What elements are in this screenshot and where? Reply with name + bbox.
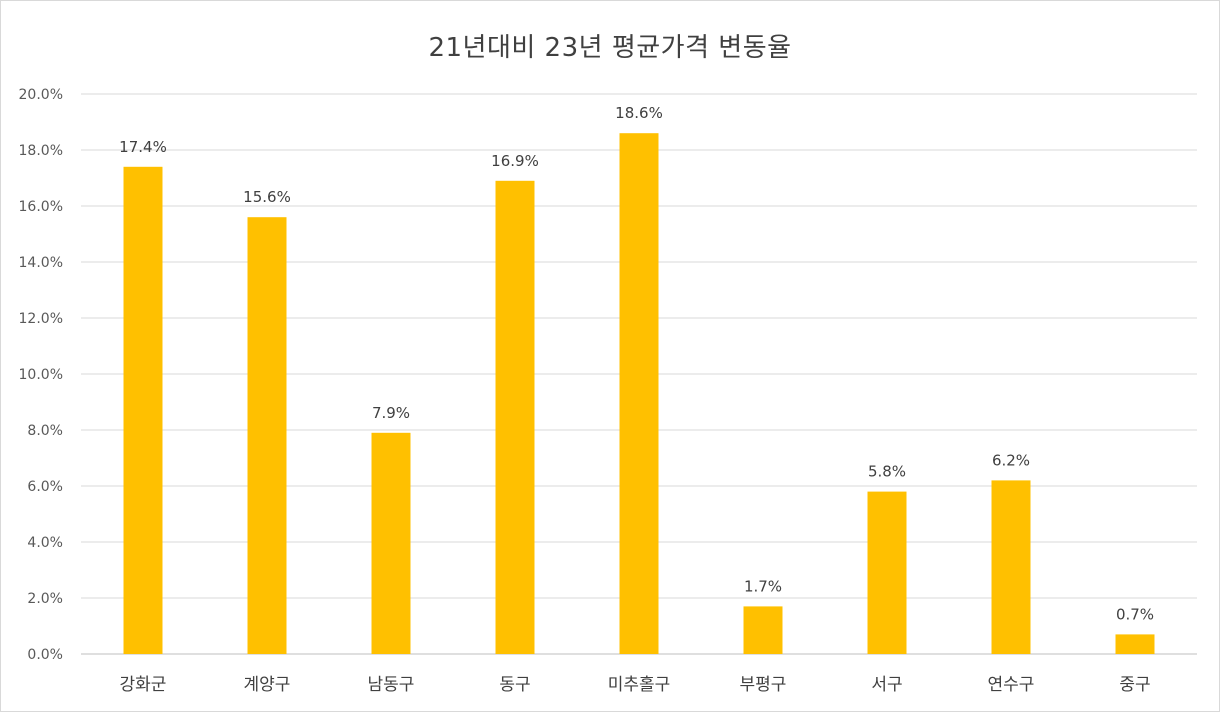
y-tick-label: 2.0% — [27, 591, 63, 607]
bar — [867, 491, 907, 654]
y-tick-label: 14.0% — [19, 255, 63, 271]
x-category-label: 미추홀구 — [608, 675, 671, 695]
y-tick-label: 10.0% — [19, 367, 63, 383]
bar — [1115, 634, 1155, 654]
data-label: 17.4% — [119, 138, 167, 156]
data-label: 18.6% — [615, 104, 663, 122]
labels: 0.0% 2.0% 4.0% 6.0% 8.0% 10.0% 12.0% 14.0% 16.0%… — [19, 87, 1155, 695]
bar — [743, 606, 783, 654]
y-tick-label: 20.0% — [19, 87, 63, 103]
y-tick-label: 12.0% — [19, 311, 63, 327]
bar — [991, 480, 1031, 654]
y-tick-label: 8.0% — [27, 423, 63, 439]
x-category-label: 서구 — [871, 675, 902, 695]
bar — [619, 133, 659, 654]
bars — [123, 133, 1155, 655]
bar — [371, 432, 411, 654]
data-label: 1.7% — [744, 577, 782, 595]
x-category-label: 연수구 — [988, 675, 1035, 695]
bar — [495, 180, 535, 655]
y-tick-label: 16.0% — [19, 199, 63, 215]
bar — [247, 217, 287, 654]
chart-title: 21년대비 23년 평균가격 변동율 — [428, 33, 792, 63]
x-category-label: 부평구 — [740, 675, 787, 695]
data-label: 5.8% — [868, 463, 906, 481]
y-tick-label: 4.0% — [27, 535, 63, 551]
x-category-label: 남동구 — [368, 675, 415, 695]
y-tick-label: 18.0% — [19, 143, 63, 159]
data-label: 15.6% — [243, 188, 291, 206]
data-label: 6.2% — [992, 451, 1030, 469]
y-tick-label: 0.0% — [27, 647, 63, 663]
y-tick-label: 6.0% — [27, 479, 63, 495]
bar — [123, 166, 163, 655]
x-category-label: 계양구 — [244, 675, 291, 695]
x-category-label: 동구 — [499, 675, 530, 695]
data-label: 7.9% — [372, 404, 410, 422]
x-category-label: 강화군 — [120, 675, 167, 695]
x-category-label: 중구 — [1119, 675, 1150, 695]
data-label: 0.7% — [1116, 605, 1154, 623]
data-label: 16.9% — [491, 152, 539, 170]
